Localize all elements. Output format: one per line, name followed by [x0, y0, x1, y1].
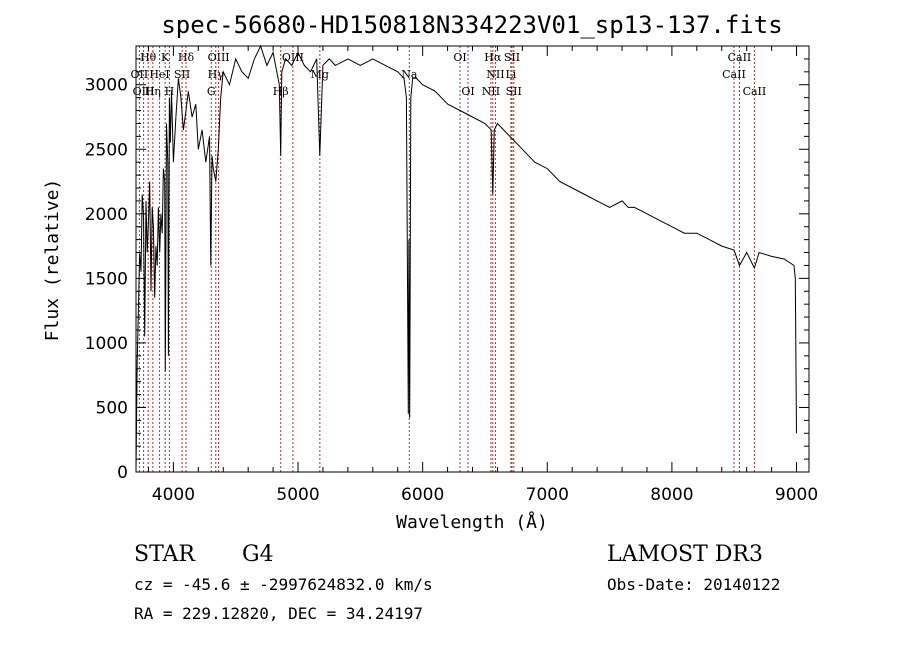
line-label: CaII [722, 68, 746, 81]
y-tick-label: 3000 [85, 76, 128, 96]
cz-text: cz = -45.6 ± -2997624832.0 km/s [134, 575, 433, 594]
y-tick-label: 2000 [85, 205, 128, 225]
spectrum-line [135, 44, 797, 473]
x-tick-label: 9000 [775, 485, 818, 505]
line-label: H [165, 85, 175, 98]
line-label: Hθ [140, 51, 157, 64]
line-label: G [207, 85, 216, 98]
spectral-line-markers [138, 46, 755, 472]
line-label: SII [174, 68, 190, 81]
line-label: SII [506, 85, 522, 98]
x-tick-label: 6000 [401, 485, 444, 505]
line-label: Hγ [208, 68, 225, 81]
line-label: OII [131, 68, 149, 81]
x-axis: 4000 5000 6000 7000 8000 9000 [147, 46, 818, 505]
plot-frame [135, 45, 810, 473]
line-label: CaII [743, 85, 767, 98]
x-tick-label: 4000 [152, 485, 195, 505]
subclass-label: G4 [242, 542, 274, 567]
line-label: NII [482, 85, 500, 98]
survey-label: LAMOST DR3 [607, 542, 763, 567]
line-label: Na [401, 68, 418, 81]
line-label: HeI [149, 68, 169, 81]
chart-title: spec-56680-HD150818N334223V01_sp13-137.f… [161, 11, 782, 39]
line-label: Mg [311, 68, 329, 81]
line-label: Hβ [273, 85, 289, 98]
line-label: Hη [145, 85, 161, 98]
x-tick-label: 7000 [526, 485, 569, 505]
line-label: Hδ [178, 51, 195, 64]
x-tick-label: 5000 [276, 485, 319, 505]
y-axis-label: Flux (relative) [42, 179, 63, 342]
y-tick-label: 1000 [85, 334, 128, 354]
line-label: OI [461, 85, 474, 98]
line-label: Li [505, 68, 516, 81]
y-tick-label: 1500 [85, 269, 128, 289]
x-tick-label: 8000 [650, 485, 693, 505]
line-label: OI [453, 51, 466, 64]
line-label: OIII [208, 51, 230, 64]
line-label: NII [486, 68, 504, 81]
line-label: SII [504, 51, 520, 64]
y-tick-label: 0 [117, 463, 128, 483]
class-label: STAR [134, 542, 196, 567]
x-axis-label: Wavelength (Å) [396, 511, 548, 533]
y-tick-label: 500 [96, 398, 128, 418]
line-label: CaII [728, 51, 752, 64]
line-label: K [161, 51, 170, 64]
obs-date-text: Obs-Date: 20140122 [607, 575, 780, 594]
line-label: OIII [133, 85, 155, 98]
y-axis: 0 500 1000 1500 2000 2500 3000 [85, 45, 809, 483]
line-label: Hα [484, 51, 502, 64]
coords-text: RA = 229.12820, DEC = 34.24197 [134, 604, 423, 623]
y-tick-label: 2500 [85, 140, 128, 160]
